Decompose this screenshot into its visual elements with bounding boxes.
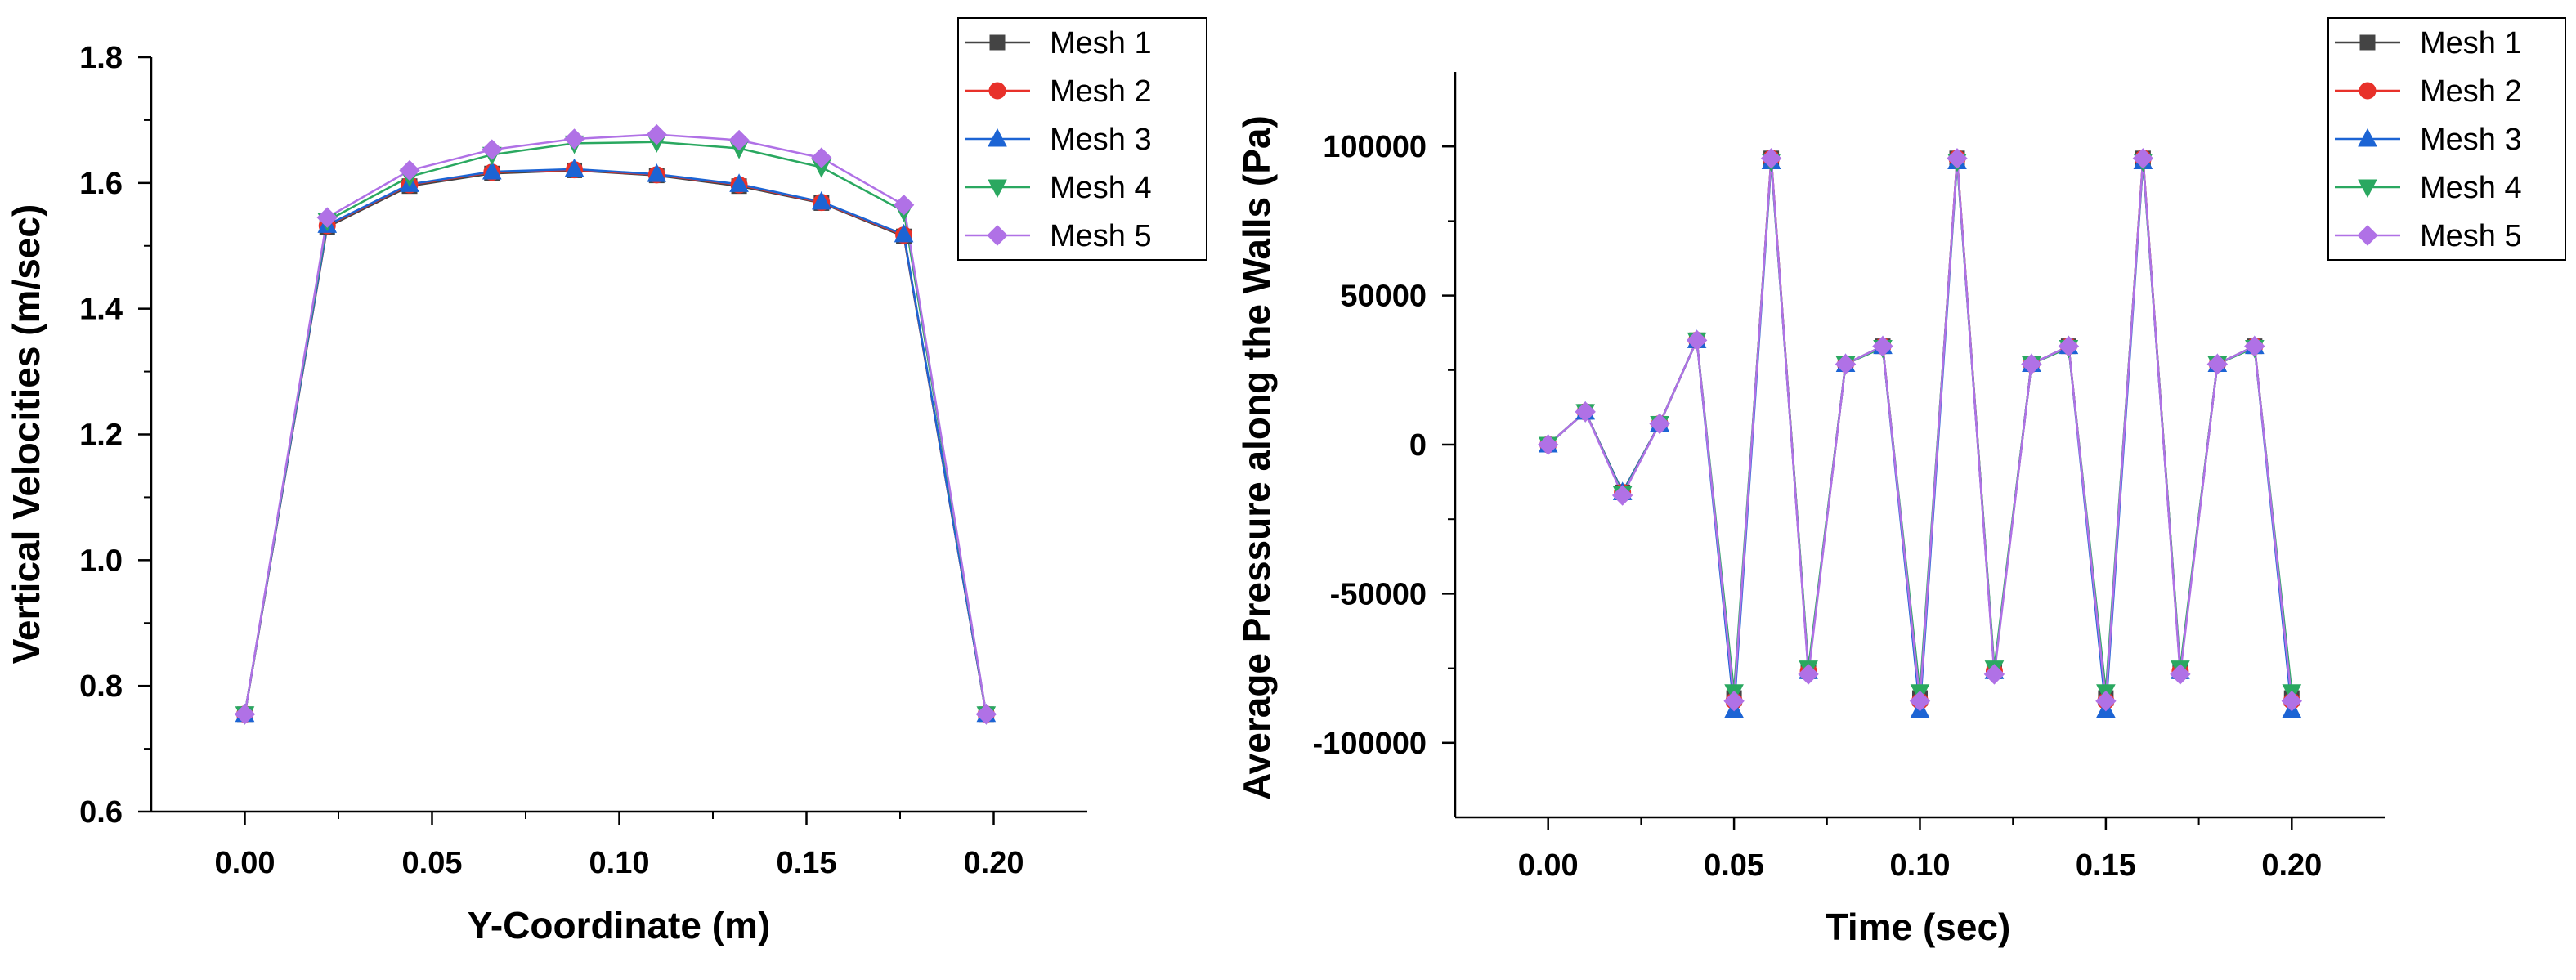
data-point-series-5 xyxy=(975,704,997,725)
x-tick-label: 0.05 xyxy=(1704,848,1764,883)
y-tick-label: 1.8 xyxy=(79,41,123,75)
data-point-series-3 xyxy=(564,158,585,177)
x-tick-label: 0.20 xyxy=(2261,848,2322,883)
data-point-series-5 xyxy=(1611,485,1633,506)
y-tick-label: 1.4 xyxy=(79,293,123,327)
data-point-series-5 xyxy=(1760,148,1782,169)
velocity-chart: 0.6 0.8 1.0 1.2 1.4 1.6 1.8 0.00 0.05 0.10 0.15 0.2… xyxy=(5,17,1207,946)
y-tick-label: 100000 xyxy=(1323,130,1427,164)
legend-label-5: Mesh 5 xyxy=(2420,219,2522,253)
data-point-series-5 xyxy=(1649,413,1670,435)
legend-marker-5 xyxy=(987,225,1008,246)
y-tick-label: 0 xyxy=(1409,428,1427,463)
data-point-series-5 xyxy=(2095,691,2117,712)
data-point-series-3 xyxy=(647,163,667,182)
data-point-series-3 xyxy=(894,223,914,243)
data-point-series-5 xyxy=(1872,335,1893,357)
legend-marker-3 xyxy=(988,128,1007,147)
data-point-series-5 xyxy=(1835,353,1857,375)
y-tick-label: -100000 xyxy=(1313,727,1427,761)
data-point-series-3 xyxy=(811,190,831,210)
data-point-series-5 xyxy=(2021,353,2042,375)
legend-label-2: Mesh 2 xyxy=(1050,74,1152,109)
y-axis-title: Vertical Velocities (m/sec) xyxy=(5,204,47,665)
legend-marker-1 xyxy=(2359,34,2376,51)
data-point-series-5 xyxy=(399,159,420,181)
data-point-series-5 xyxy=(728,129,750,151)
data-point-series-5 xyxy=(234,704,256,725)
legend-marker-2 xyxy=(2359,82,2377,100)
data-point-series-5 xyxy=(2170,664,2191,685)
series-group xyxy=(234,123,997,725)
x-tick-label: 0.15 xyxy=(2076,848,2136,883)
legend-label-3: Mesh 3 xyxy=(1050,123,1152,157)
series-line-4 xyxy=(244,141,988,715)
legend-marker-2 xyxy=(988,82,1006,100)
data-point-series-5 xyxy=(2206,353,2229,375)
y-tick-label: -50000 xyxy=(1330,577,1427,611)
legend: Mesh 1 Mesh 2 Mesh 3 Mesh 4 Mesh 5 xyxy=(2327,17,2566,261)
x-axis-title: Time (sec) xyxy=(1826,906,2011,948)
series-line-5 xyxy=(244,133,988,715)
legend-marker-1 xyxy=(989,34,1006,51)
legend: Mesh 1 Mesh 2 Mesh 3 Mesh 4 Mesh 5 xyxy=(957,17,1207,261)
legend-label-1: Mesh 1 xyxy=(1050,26,1152,60)
series-line-3 xyxy=(244,168,988,715)
data-point-series-3 xyxy=(729,173,749,192)
data-point-series-5 xyxy=(2132,148,2154,169)
pressure-chart: -100000 -50000 0 50000 100000 0.00 0.05 0.10 0.1… xyxy=(1235,17,2566,948)
x-axis-title: Y-Coordinate (m) xyxy=(468,904,771,946)
legend-marker-5 xyxy=(2357,225,2378,246)
data-point-series-5 xyxy=(563,128,585,150)
data-point-series-5 xyxy=(1686,329,1708,351)
data-point-series-3 xyxy=(482,160,502,180)
y-axis-title: Average Pressure along the Walls (Pa) xyxy=(1235,115,1278,800)
data-point-series-5 xyxy=(2281,691,2303,712)
data-point-series-5 xyxy=(482,139,503,160)
legend-label-3: Mesh 3 xyxy=(2420,123,2522,157)
x-tick-label: 0.00 xyxy=(1518,848,1579,883)
legend-label-4: Mesh 4 xyxy=(2420,171,2522,205)
data-point-series-5 xyxy=(1909,691,1931,712)
x-tick-label: 0.20 xyxy=(964,846,1024,880)
data-point-series-5 xyxy=(1798,664,1819,685)
legend-label-4: Mesh 4 xyxy=(1050,171,1152,205)
y-tick-label: 1.0 xyxy=(79,544,123,578)
x-tick-label: 0.00 xyxy=(215,846,276,880)
y-tick-label: 1.6 xyxy=(79,167,123,201)
data-point-series-5 xyxy=(2244,335,2265,357)
data-point-series-5 xyxy=(316,207,338,228)
legend-label-2: Mesh 2 xyxy=(2420,74,2522,109)
data-point-series-5 xyxy=(2058,335,2080,357)
legend-marker-4 xyxy=(2358,179,2377,199)
series-group xyxy=(1537,148,2303,718)
legend-marker-4 xyxy=(988,179,1007,199)
data-point-series-5 xyxy=(1947,148,1968,169)
x-tick-label: 0.10 xyxy=(1890,848,1951,883)
legend-label-5: Mesh 5 xyxy=(1050,219,1152,253)
legend-marker-3 xyxy=(2358,128,2377,147)
data-point-series-5 xyxy=(811,147,832,168)
data-point-series-5 xyxy=(893,195,915,216)
data-point-series-5 xyxy=(1575,401,1596,423)
x-tick-label: 0.15 xyxy=(777,846,837,880)
data-point-series-5 xyxy=(1723,691,1745,712)
legend-label-1: Mesh 1 xyxy=(2420,26,2522,60)
data-point-series-5 xyxy=(646,123,668,145)
series-line-2 xyxy=(244,168,988,715)
x-tick-label: 0.05 xyxy=(402,846,463,880)
y-tick-label: 0.6 xyxy=(79,795,123,830)
data-point-series-5 xyxy=(1537,434,1559,455)
series-line-1 xyxy=(244,169,988,715)
series-line-3 xyxy=(1547,160,2293,711)
data-point-series-5 xyxy=(1983,664,2005,685)
y-tick-label: 50000 xyxy=(1340,280,1427,314)
x-tick-label: 0.10 xyxy=(589,846,650,880)
y-tick-label: 1.2 xyxy=(79,418,123,453)
y-tick-label: 0.8 xyxy=(79,669,123,704)
